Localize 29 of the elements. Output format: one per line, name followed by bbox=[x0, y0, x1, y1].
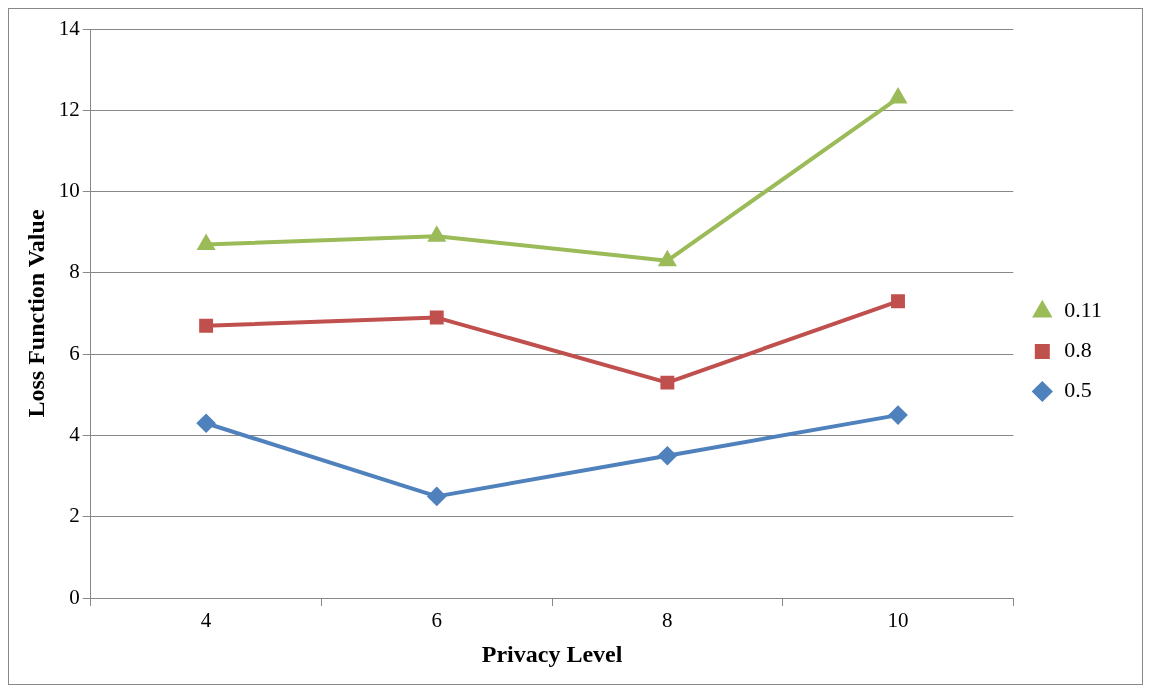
y-tick-label: 6 bbox=[69, 340, 80, 365]
point bbox=[198, 235, 215, 250]
x-tick-label: 10 bbox=[887, 608, 909, 633]
legend-label: 0.11 bbox=[1064, 297, 1102, 323]
y-tick-label: 12 bbox=[58, 96, 80, 121]
point bbox=[889, 89, 907, 104]
y-tick-label: 8 bbox=[69, 259, 80, 284]
x-tick-label: 8 bbox=[662, 608, 673, 633]
y-tick-label: 14 bbox=[58, 15, 81, 40]
legend-label: 0.5 bbox=[1064, 377, 1092, 403]
point bbox=[199, 318, 214, 333]
y-tick-label: 2 bbox=[69, 503, 80, 528]
point bbox=[658, 446, 677, 465]
y-axis-title: Loss Function Value bbox=[22, 209, 49, 418]
x-axis-title: Privacy Level bbox=[481, 640, 623, 667]
y-tick-label: 4 bbox=[69, 421, 81, 446]
y-tick-label: 0 bbox=[69, 584, 80, 609]
point bbox=[658, 249, 677, 267]
point bbox=[889, 406, 907, 425]
legend-label: 0.8 bbox=[1064, 337, 1092, 363]
point bbox=[428, 227, 445, 242]
point bbox=[197, 414, 216, 433]
x-tick-label: 4 bbox=[200, 608, 212, 633]
point bbox=[891, 294, 905, 309]
y-tick-label: 10 bbox=[58, 178, 80, 203]
point bbox=[429, 310, 444, 325]
x-tick-label: 6 bbox=[431, 608, 442, 633]
point bbox=[427, 487, 446, 506]
point bbox=[660, 375, 675, 390]
